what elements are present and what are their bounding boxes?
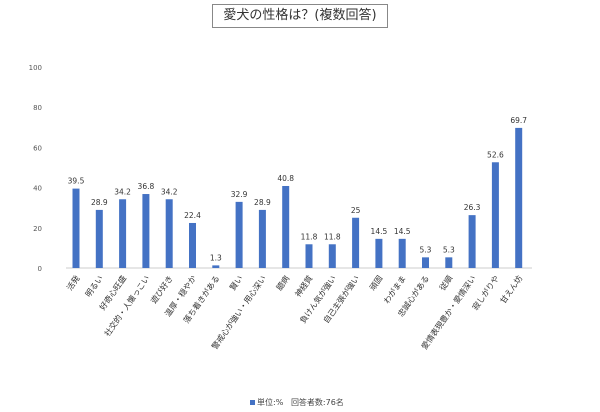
bar <box>95 209 103 268</box>
data-label: 14.5 <box>371 227 388 236</box>
x-tick-label: 甘えん坊 <box>498 273 525 305</box>
data-label: 39.5 <box>68 177 85 186</box>
data-label: 25 <box>351 206 361 215</box>
data-label: 11.8 <box>301 232 318 241</box>
bar <box>165 199 173 268</box>
bar <box>119 199 127 268</box>
bar <box>375 238 383 268</box>
chart-title: 愛犬の性格は？(複数回答) <box>212 4 388 28</box>
bar <box>491 162 499 268</box>
data-label: 34.2 <box>161 187 178 196</box>
bar <box>235 201 243 268</box>
bar <box>422 257 429 268</box>
bar <box>282 185 290 268</box>
bar <box>445 257 453 268</box>
bar <box>352 217 360 268</box>
x-tick-label: わがまま <box>381 273 408 305</box>
y-tick-label: 40 <box>33 185 42 193</box>
bar <box>212 265 220 268</box>
y-tick-label: 60 <box>33 144 42 152</box>
bar <box>258 209 266 268</box>
data-label: 1.3 <box>210 253 222 262</box>
bar <box>328 244 336 268</box>
bar <box>142 194 150 268</box>
data-label: 36.8 <box>138 182 155 191</box>
bar <box>515 127 523 268</box>
y-tick-label: 100 <box>29 64 42 72</box>
x-tick-label: 従順 <box>437 273 454 292</box>
data-label: 22.4 <box>184 211 201 220</box>
x-tick-label: 活発 <box>64 273 81 292</box>
data-label: 40.8 <box>277 174 294 183</box>
legend-swatch <box>250 400 255 405</box>
data-label: 28.9 <box>254 198 271 207</box>
data-label: 69.7 <box>510 116 527 125</box>
data-label: 11.8 <box>324 232 341 241</box>
respondent-note: 回答者数:76名 <box>290 398 344 407</box>
legend: 単位:% 回答者数:76名 <box>250 397 344 408</box>
bar <box>189 222 196 268</box>
data-label: 52.6 <box>487 150 504 159</box>
legend-series: 単位:% <box>257 398 284 407</box>
x-tick-label: 臆病 <box>274 273 291 292</box>
data-label: 34.2 <box>114 187 131 196</box>
x-tick-label: 賢い <box>228 274 245 292</box>
x-tick-label: 頑固 <box>368 274 385 292</box>
y-tick-label: 80 <box>33 104 42 112</box>
data-label: 5.3 <box>443 245 455 254</box>
y-tick-label: 0 <box>38 265 42 273</box>
data-label: 5.3 <box>420 245 432 254</box>
x-tick-label: 明るい <box>84 274 105 299</box>
x-tick-label: 遊び好き <box>148 273 175 305</box>
bar <box>398 238 406 268</box>
y-tick-label: 20 <box>33 225 42 233</box>
data-label: 28.9 <box>91 198 108 207</box>
x-tick-label: 神経質 <box>293 273 315 298</box>
bar <box>305 244 313 268</box>
data-label: 26.3 <box>464 203 481 212</box>
bar <box>468 215 476 268</box>
data-label: 14.5 <box>394 227 411 236</box>
bar <box>72 188 80 268</box>
data-label: 32.9 <box>231 190 248 199</box>
